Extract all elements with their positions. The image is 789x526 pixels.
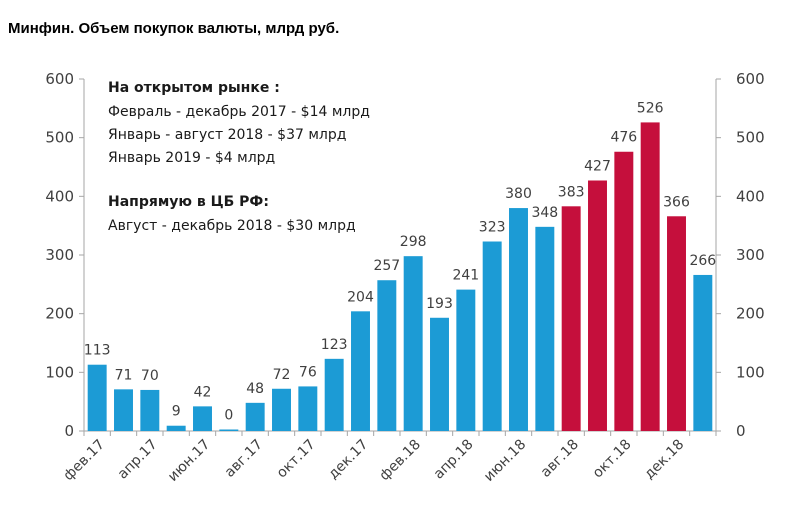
annotation-line-2017: Февраль - декабрь 2017 - $14 млрд: [108, 104, 370, 120]
x-tick-label-дек.17: дек.17: [325, 437, 371, 483]
data-label-июн.18: 380: [505, 186, 532, 202]
data-label-апр.17: 70: [141, 368, 159, 384]
data-label-окт.18: 476: [610, 130, 637, 146]
x-tick-label-апр.18: апр.18: [431, 437, 477, 483]
data-label-авг.18: 383: [558, 184, 585, 200]
bar-окт.18: [614, 151, 634, 431]
bar-авг.18: [561, 206, 581, 431]
data-label-фев.17: 113: [84, 343, 111, 359]
bar-сен.18: [588, 180, 607, 431]
bar-янв.18: [377, 280, 397, 431]
chart-x-tick-labels: фев.17 апр.17 июн.17 авг.17 окт.17 дек.17 фев.…: [61, 437, 688, 485]
bar-июн.17: [193, 406, 212, 431]
y-tick-label-left: 600: [45, 70, 74, 88]
y-tick-label-right: 500: [736, 129, 765, 147]
chart-title: Минфин. Объем покупок валюты, млрд руб.: [8, 20, 340, 37]
x-tick-label-авг.17: авг.17: [222, 437, 266, 481]
data-label-мар.18: 193: [426, 296, 453, 312]
data-label-ноя.17: 123: [321, 337, 348, 353]
x-tick-label-авг.18: авг.18: [538, 437, 582, 481]
annotation-line-cbr: Август - декабрь 2018 - $30 млрд: [108, 218, 356, 234]
data-label-июл.18: 348: [531, 205, 558, 221]
data-label-мар.17: 71: [115, 367, 133, 383]
y-tick-label-right: 200: [736, 305, 765, 323]
bar-авг.17: [245, 402, 265, 431]
data-label-май.17: 9: [172, 404, 181, 420]
y-tick-label-left: 200: [45, 305, 74, 323]
bar-ноя.18: [640, 122, 660, 431]
y-tick-label-left: 300: [45, 246, 74, 264]
annotation-line-2019: Январь 2019 - $4 млрд: [108, 150, 275, 166]
annotation-heading-open-market: На открытом рынке :: [108, 80, 280, 96]
data-label-авг.17: 48: [246, 381, 264, 397]
y-tick-label-left: 400: [45, 187, 74, 205]
chart-axes: 0 0 100 100 200 200 300 300 400 400 500 500 600 600: [45, 70, 764, 440]
data-label-дек.17: 204: [347, 289, 374, 305]
x-tick-label-окт.18: окт.18: [590, 437, 635, 482]
data-label-май.18: 323: [479, 220, 506, 236]
y-tick-label-right: 400: [736, 187, 765, 205]
x-tick-label-июн.18: июн.18: [481, 437, 529, 485]
x-tick-label-окт.17: окт.17: [274, 437, 319, 482]
bar-апр.17: [140, 389, 160, 431]
bar-янв.19: [693, 274, 713, 431]
data-label-янв.19: 266: [689, 253, 716, 269]
bar-май.17: [166, 425, 186, 431]
y-tick-label-left: 500: [45, 129, 74, 147]
x-tick-label-июн.17: июн.17: [165, 437, 213, 485]
data-label-янв.18: 257: [373, 258, 400, 274]
bar-окт.17: [298, 386, 318, 431]
y-tick-label-right: 300: [736, 246, 765, 264]
bar-июл.17: [219, 429, 239, 431]
bar-июн.18: [509, 208, 528, 431]
bar-дек.17: [351, 311, 370, 431]
bar-фев.18: [403, 256, 423, 431]
bar-апр.18: [456, 289, 476, 431]
bar-фев.17: [87, 364, 107, 431]
x-tick-label-фев.18: фев.18: [377, 437, 424, 484]
chart-bars: [87, 122, 713, 431]
bar-июл.18: [535, 226, 555, 431]
data-label-апр.18: 241: [452, 268, 479, 284]
y-tick-label-left: 0: [64, 422, 74, 440]
data-label-фев.18: 298: [400, 234, 427, 250]
data-label-ноя.18: 526: [637, 100, 664, 116]
annotation-line-2018: Январь - август 2018 - $37 млрд: [108, 127, 346, 143]
bar-мар.17: [114, 389, 133, 431]
data-label-окт.17: 76: [299, 364, 317, 380]
data-label-дек.18: 366: [663, 194, 690, 210]
x-tick-label-дек.18: дек.18: [641, 437, 687, 483]
bar-дек.18: [667, 216, 686, 431]
x-tick-label-апр.17: апр.17: [115, 437, 161, 483]
x-tick-label-фев.17: фев.17: [61, 437, 108, 484]
annotation-heading-cbr: Напрямую в ЦБ РФ:: [108, 194, 269, 210]
data-label-июн.17: 42: [194, 384, 212, 400]
data-label-сен.17: 72: [273, 367, 291, 383]
y-tick-label-right: 600: [736, 70, 765, 88]
bar-май.18: [482, 241, 502, 431]
y-tick-label-left: 100: [45, 363, 74, 381]
bar-мар.18: [430, 317, 449, 431]
bar-сен.17: [272, 388, 291, 431]
chart-annotation: На открытом рынке : Февраль - декабрь 20…: [108, 80, 370, 234]
data-label-сен.18: 427: [584, 158, 611, 174]
y-tick-label-right: 0: [736, 422, 746, 440]
data-label-июл.17: 0: [224, 408, 233, 424]
bar-ноя.17: [324, 358, 344, 431]
y-tick-label-right: 100: [736, 363, 765, 381]
